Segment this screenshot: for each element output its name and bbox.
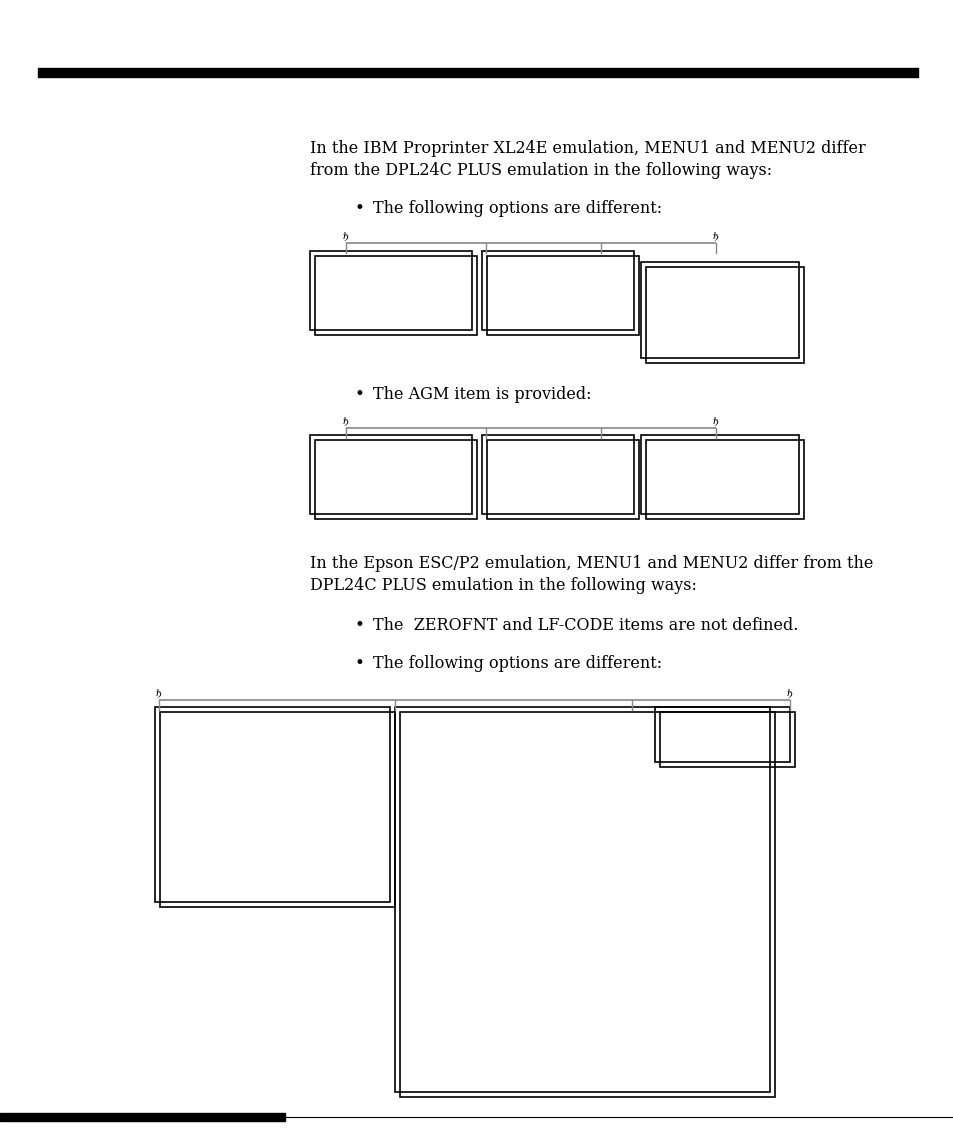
Text: The  ZEROFNT and LF-CODE items are not defined.: The ZEROFNT and LF-CODE items are not de… xyxy=(373,617,798,634)
Bar xyxy=(645,267,803,363)
Bar xyxy=(310,435,472,514)
Text: The following options are different:: The following options are different: xyxy=(373,200,661,218)
Bar xyxy=(160,712,395,907)
Text: The following options are different:: The following options are different: xyxy=(373,655,661,672)
Bar xyxy=(154,706,390,902)
Text: ђ: ђ xyxy=(712,417,719,426)
Bar xyxy=(481,435,634,514)
Text: •: • xyxy=(355,617,364,634)
Bar xyxy=(395,706,769,1092)
Text: ђ: ђ xyxy=(342,232,349,240)
Text: ђ: ђ xyxy=(342,417,349,426)
Text: •: • xyxy=(355,655,364,672)
Bar xyxy=(399,712,774,1097)
Bar xyxy=(310,251,472,330)
Text: from the DPL24C PLUS emulation in the following ways:: from the DPL24C PLUS emulation in the fo… xyxy=(310,161,771,179)
Bar xyxy=(314,256,476,335)
Bar xyxy=(659,712,794,767)
Bar xyxy=(486,440,639,519)
Bar xyxy=(655,706,789,763)
Text: DPL24C PLUS emulation in the following ways:: DPL24C PLUS emulation in the following w… xyxy=(310,577,696,594)
Bar xyxy=(640,262,799,358)
Text: ђ: ђ xyxy=(786,689,792,698)
Text: •: • xyxy=(355,386,364,403)
Text: In the IBM Proprinter XL24E emulation, MENU1 and MENU2 differ: In the IBM Proprinter XL24E emulation, M… xyxy=(310,140,864,157)
Bar xyxy=(481,251,634,330)
Text: •: • xyxy=(355,200,364,218)
Text: ђ: ђ xyxy=(155,689,162,698)
Bar xyxy=(314,440,476,519)
Text: ђ: ђ xyxy=(712,232,719,240)
Text: The AGM item is provided:: The AGM item is provided: xyxy=(373,386,591,403)
Text: In the Epson ESC/P2 emulation, MENU1 and MENU2 differ from the: In the Epson ESC/P2 emulation, MENU1 and… xyxy=(310,555,872,572)
Bar xyxy=(486,256,639,335)
Bar xyxy=(640,435,799,514)
Bar xyxy=(645,440,803,519)
